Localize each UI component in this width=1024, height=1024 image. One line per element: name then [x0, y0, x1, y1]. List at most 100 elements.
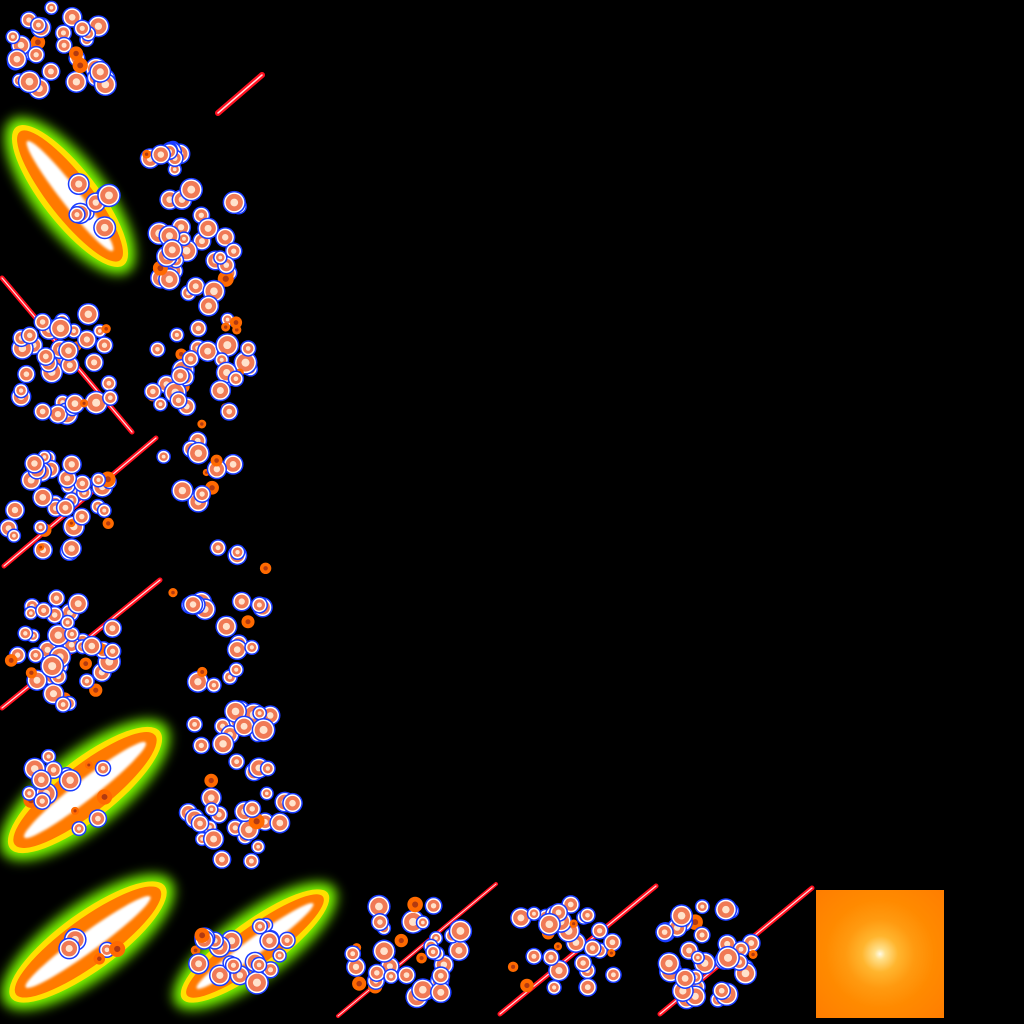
spark-particle [102, 618, 123, 638]
spark-particle [583, 939, 602, 958]
spark-particle [244, 970, 269, 995]
spark-particle [243, 799, 262, 818]
spark-particle [4, 654, 18, 667]
spark-particle [24, 453, 45, 474]
spark-particle [54, 696, 72, 713]
spark-particle [383, 968, 399, 985]
spark-particle [30, 34, 46, 50]
spark-particle [222, 190, 246, 215]
spark-particle [208, 964, 231, 987]
spark-particle [542, 948, 560, 967]
spark-cluster-sprite [147, 177, 247, 303]
spark-particle [590, 921, 609, 940]
spark-particle [224, 956, 243, 974]
spark-cluster-sprite [178, 753, 303, 870]
spark-cluster-sprite [156, 431, 244, 513]
spark-cluster-sprite [4, 589, 123, 713]
spark-particle [69, 46, 84, 61]
spark-particle [197, 217, 219, 240]
spark-cluster-sprite [344, 894, 473, 1009]
spark-particle [546, 979, 562, 996]
spark-particle [61, 454, 82, 475]
spark-particle [33, 792, 52, 810]
spark-particle [30, 16, 47, 34]
spark-particle [211, 732, 235, 756]
spark-particle [33, 312, 52, 332]
spark-particle [46, 623, 70, 647]
spark-particle [73, 474, 92, 493]
spark-particle [242, 852, 260, 870]
spark-particle [241, 615, 255, 629]
spark-particle [81, 635, 103, 657]
spark-particle [13, 382, 29, 399]
spark-particle [227, 370, 245, 387]
spark-particle [197, 666, 208, 678]
spark-particle [397, 965, 416, 985]
spark-particle [79, 657, 92, 670]
spark-particle [37, 543, 45, 551]
spark-particle [344, 945, 362, 963]
spark-particle [259, 930, 280, 951]
spark-particle [415, 915, 430, 930]
spark-particle [89, 683, 103, 697]
spark-particle [192, 736, 211, 755]
spark-particle [193, 485, 212, 503]
spark-particle [47, 589, 66, 607]
spark-particle [55, 498, 75, 518]
spark-particle [64, 393, 86, 415]
spark-particle [424, 896, 443, 915]
spark-particle [76, 329, 97, 350]
spark-particle [180, 284, 197, 302]
spark-particle [714, 898, 738, 921]
spark-cluster-sprite [0, 449, 117, 562]
spark-particle [40, 654, 65, 679]
spark-particle [367, 894, 391, 919]
spark-particle [716, 945, 740, 970]
spark-particle [169, 391, 188, 410]
spark-particle [250, 839, 266, 854]
spark-particle [250, 596, 268, 614]
spark-particle [204, 773, 219, 788]
spark-particle [93, 216, 117, 240]
spark-particle [143, 382, 162, 401]
spark-particle [6, 48, 28, 70]
spark-particle [17, 364, 36, 384]
spark-particle [31, 769, 52, 791]
spark-particle [269, 812, 291, 834]
spark-particle [102, 389, 119, 406]
spark-particle [60, 614, 76, 630]
spark-particle [226, 639, 248, 661]
spark-layer [0, 0, 761, 1010]
spark-particle [90, 472, 107, 488]
spark-particle [60, 355, 80, 375]
spark-particle [32, 486, 54, 508]
spark-particle [49, 316, 73, 340]
spark-cluster-sprite [67, 173, 121, 240]
spark-cluster-sprite [139, 140, 191, 177]
red-slash-sprite [336, 882, 498, 1018]
spark-particle [72, 57, 88, 74]
spark-particle [40, 748, 57, 765]
spark-particle [231, 591, 252, 612]
spark-particle [250, 956, 268, 974]
spark-particle [64, 626, 80, 642]
spark-particle [79, 399, 89, 408]
spark-particle [370, 913, 390, 932]
spark-particle [190, 814, 210, 833]
spark-particle [553, 942, 563, 951]
spark-particle [17, 625, 34, 642]
spark-particle [65, 70, 88, 94]
green-glow-slash-sprite [0, 719, 170, 861]
spark-particle [607, 949, 616, 958]
spark-particle [394, 933, 408, 948]
spark-particle [67, 592, 89, 615]
slash-layer [0, 72, 815, 1018]
spark-particle [36, 347, 56, 366]
spark-particle [670, 904, 694, 928]
spark-particle [6, 528, 22, 543]
spark-particle [35, 601, 53, 620]
spark-particle [156, 449, 171, 464]
spark-cluster-sprite [186, 661, 281, 756]
spark-particle [186, 716, 203, 733]
spark-particle [61, 538, 82, 559]
